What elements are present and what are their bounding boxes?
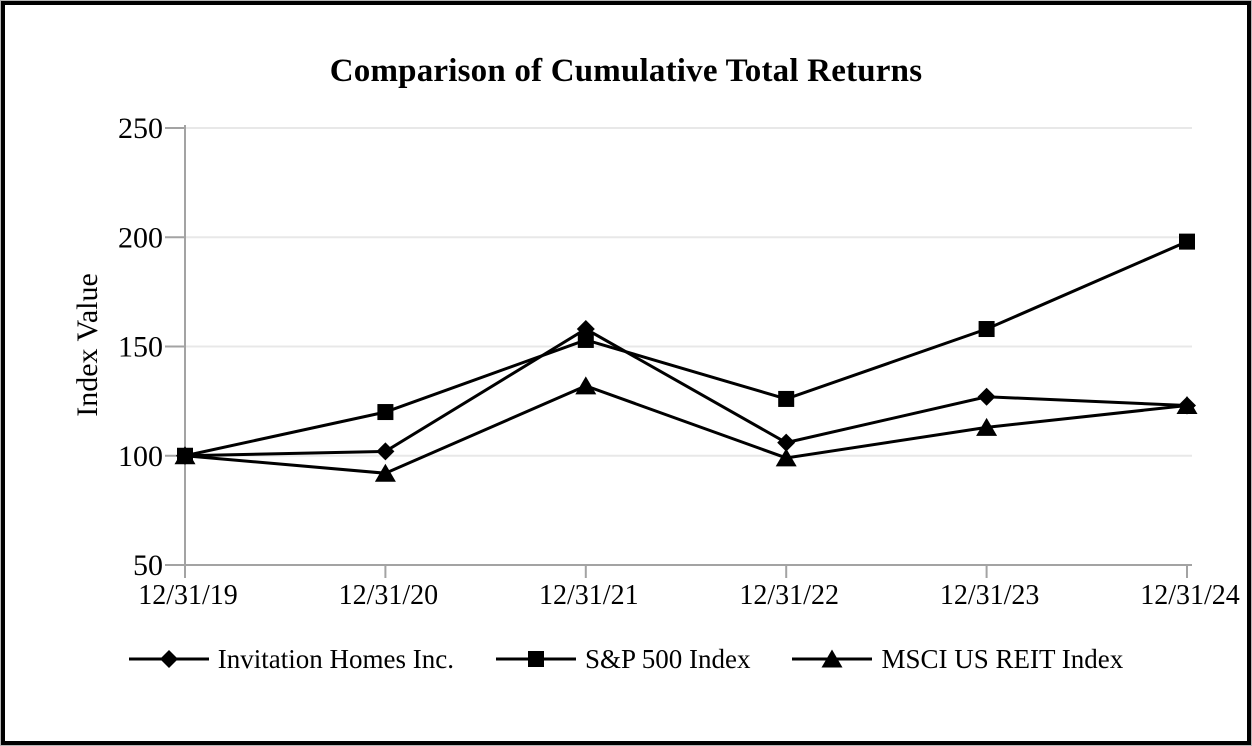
x-tick-label: 12/31/22: [739, 580, 839, 611]
x-tick-label: 12/31/23: [940, 580, 1040, 611]
diamond-marker-icon: [128, 650, 209, 668]
legend: Invitation Homes Inc. S&P 500 Index MSCI…: [0, 636, 1252, 682]
x-tick-label: 12/31/21: [539, 580, 639, 611]
y-tick-label: 200: [118, 221, 163, 254]
series-marker-triangle: [575, 376, 597, 395]
y-tick-label: 150: [118, 331, 163, 364]
series-marker-square: [778, 390, 795, 407]
x-tick-label: 12/31/20: [339, 580, 439, 611]
series-marker-triangle: [174, 446, 196, 465]
chart-title: Comparison of Cumulative Total Returns: [329, 53, 923, 89]
series-marker-triangle: [775, 448, 797, 467]
series-marker-square: [978, 321, 995, 338]
y-tick-label: 250: [118, 112, 163, 145]
series-marker-diamond: [977, 387, 996, 406]
y-tick-label: 100: [118, 440, 163, 473]
series-marker-triangle: [1176, 395, 1198, 414]
legend-label-sp500: S&P 500 Index: [584, 643, 751, 674]
series-marker-square: [577, 331, 594, 348]
square-marker-icon: [495, 651, 576, 667]
series-marker-square: [377, 404, 394, 421]
x-tick-label: 12/31/24: [1140, 580, 1240, 611]
x-tick-label: 12/31/19: [138, 580, 238, 611]
series-marker-diamond: [777, 433, 796, 452]
series-line: [184, 240, 1188, 458]
triangle-marker-icon: [792, 649, 873, 668]
y-tick-label: 50: [133, 549, 163, 582]
series-line: [184, 327, 1188, 458]
series-marker-triangle: [374, 463, 396, 482]
legend-item-invitation-homes: Invitation Homes Inc.: [128, 643, 454, 675]
series-marker-square: [1179, 233, 1195, 250]
legend-label-msci-us-reit: MSCI US REIT Index: [881, 643, 1124, 674]
series-marker-diamond: [376, 442, 395, 461]
legend-item-sp500: S&P 500 Index: [495, 643, 751, 675]
series-marker-triangle: [976, 417, 998, 436]
series-line: [184, 384, 1188, 475]
legend-label-invitation-homes: Invitation Homes Inc.: [217, 643, 454, 674]
legend-item-msci-us-reit: MSCI US REIT Index: [792, 644, 1123, 675]
